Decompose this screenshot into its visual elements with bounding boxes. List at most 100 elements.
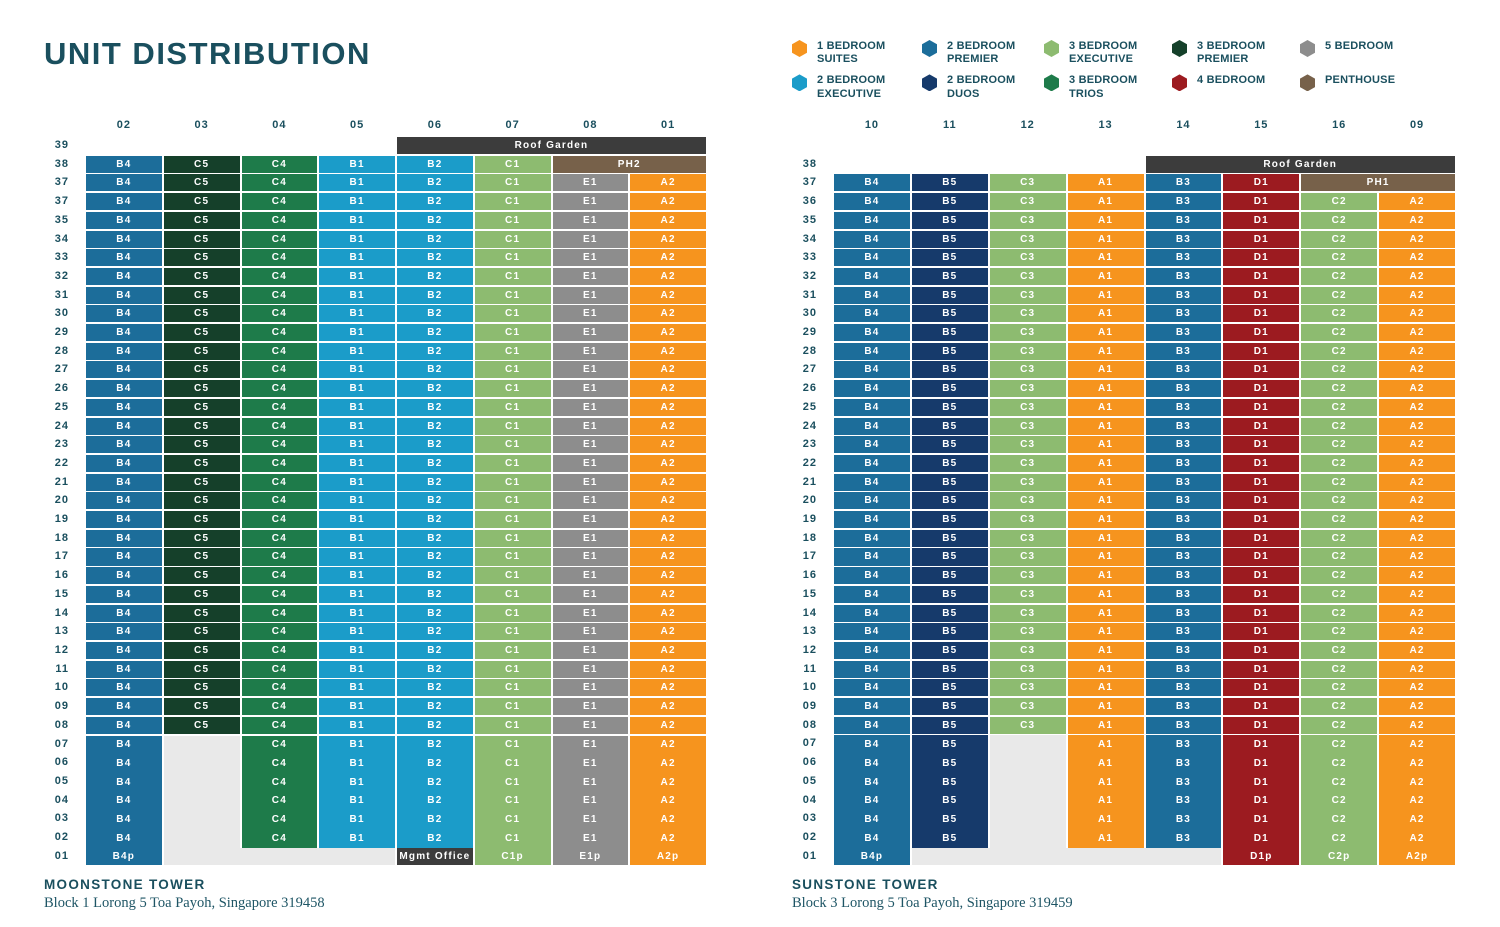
unit-cell: B2 (397, 829, 473, 848)
unit-cell: D1 (1223, 211, 1300, 229)
unit-cell: B1 (319, 174, 395, 192)
unit-cell: A2 (1379, 679, 1455, 697)
floor-row: 27 B4 B5 C3 A1 B3 D1 C2 A2 (792, 361, 1455, 379)
unit-cell: A1 (1067, 473, 1144, 491)
unit-cell: D1 (1223, 660, 1300, 678)
unit-cell: E1 (552, 511, 629, 529)
unit-cell: B3 (1145, 529, 1222, 547)
floor-row: 21 B4 B5 C3 A1 B3 D1 C2 A2 (792, 473, 1455, 491)
floor-row: 38 B4 C5 C4 B1 B2 C1 PH2 (44, 155, 706, 173)
unit-cell: E1 (552, 267, 629, 285)
unit-cell: C4 (241, 604, 318, 622)
sunstone-tower-grid: 38 Roof Garden 37 B4 B5 C3 A1 B3 D1 PH1 36 B4 B5 C3 A1… (792, 155, 1455, 867)
unit-cell: C1 (474, 230, 551, 248)
unit-cell: C4 (241, 754, 318, 773)
floor-row: 31 B4 B5 C3 A1 B3 D1 C2 A2 (792, 286, 1455, 304)
stack-number: 01 (661, 119, 676, 131)
header-spacer (44, 119, 84, 134)
unit-cell: B4 (834, 436, 910, 454)
unit-cell: C4 (241, 529, 318, 547)
floor-label: 27 (802, 363, 817, 376)
unit-cell: C4 (241, 473, 318, 491)
unit-cell: B3 (1145, 791, 1222, 811)
floor-label: 26 (802, 382, 817, 395)
floor-label: 19 (54, 513, 69, 526)
stack-number: 12 (1020, 119, 1035, 131)
floor-row: 16 B4 C5 C4 B1 B2 C1 E1 A2 (44, 567, 706, 585)
unit-cell: C5 (163, 324, 240, 342)
unit-cell: A2 (630, 716, 706, 734)
unit-cell: B4 (86, 791, 162, 811)
unit-cell: A2 (630, 511, 706, 529)
unit-cell: B4 (86, 324, 162, 342)
unit-cell: B5 (911, 398, 988, 416)
unit-cell: A2 (1379, 324, 1455, 342)
unit-cell: B2 (397, 155, 473, 173)
unit-cell: C5 (163, 585, 240, 603)
hexagon-icon (922, 74, 937, 92)
unit-cell: C3 (989, 361, 1066, 379)
floor-label: 08 (54, 718, 69, 731)
unit-cell: A2 (630, 193, 706, 211)
legend-item: 2 BEDROOM PREMIER (922, 40, 1044, 66)
unit-cell: C1 (474, 660, 551, 678)
stack-number: 04 (272, 119, 287, 131)
unit-cell: C4 (241, 267, 318, 285)
empty-cell (989, 810, 1066, 830)
unit-cell: B4 (834, 342, 910, 360)
floor-row: 32 B4 C5 C4 B1 B2 C1 E1 A2 (44, 267, 706, 285)
unit-cell: A1 (1067, 454, 1144, 472)
unit-cell: C4 (241, 791, 318, 811)
unit-cell: B4 (86, 679, 162, 697)
unit-cell: B5 (911, 324, 988, 342)
unit-cell: B2 (397, 398, 473, 416)
unit-cell: B4 (834, 305, 910, 323)
unit-cell: B2 (397, 548, 473, 566)
unit-cell: B3 (1145, 305, 1222, 323)
unit-cell: C2 (1301, 716, 1378, 734)
floor-label: 09 (802, 700, 817, 713)
unit-cell: B2 (397, 754, 473, 773)
unit-cell: B2 (397, 286, 473, 304)
unit-cell: B4 (834, 679, 910, 697)
floor-label: 20 (54, 494, 69, 507)
unit-cell: A2 (1379, 585, 1455, 603)
unit-cell: A1 (1067, 436, 1144, 454)
legend: 1 BEDROOM SUITES 2 BEDROOM PREMIER 3 BEDROOM… (792, 40, 1464, 101)
floor-label: 30 (54, 307, 69, 320)
unit-cell: C4 (241, 698, 318, 716)
unit-cell: C2 (1301, 380, 1378, 398)
moonstone-tower-grid: 39 Roof Garden 38 B4 C5 C4 B1 B2 C1 PH2 37 B4 C5 C4 B1… (44, 137, 706, 866)
unit-cell: B1 (319, 361, 395, 379)
unit-cell: A2 (1379, 361, 1455, 379)
floor-label: 03 (802, 812, 817, 825)
empty-cell (989, 829, 1066, 848)
unit-cell: C1 (474, 604, 551, 622)
unit-cell: C3 (989, 417, 1066, 435)
unit-cell: C1 (474, 473, 551, 491)
unit-cell: A2 (1379, 305, 1455, 323)
floor-row: 28 B4 B5 C3 A1 B3 D1 C2 A2 (792, 342, 1455, 360)
floor-row: 10 B4 B5 C3 A1 B3 D1 C2 A2 (792, 679, 1455, 697)
unit-cell: C2 (1301, 492, 1378, 510)
unit-cell: A2 (630, 305, 706, 323)
unit-cell: B2 (397, 174, 473, 192)
floor-row: 23 B4 C5 C4 B1 B2 C1 E1 A2 (44, 436, 706, 454)
unit-cell: E1 (552, 772, 629, 792)
unit-cell: B1 (319, 735, 395, 755)
unit-cell: C5 (163, 361, 240, 379)
unit-cell: C4 (241, 567, 318, 585)
unit-cell: B3 (1145, 585, 1222, 603)
unit-cell: C4 (241, 249, 318, 267)
floor-row: 32 B4 B5 C3 A1 B3 D1 C2 A2 (792, 267, 1455, 285)
unit-cell: B3 (1145, 754, 1222, 773)
legend-item: 2 BEDROOM DUOS (922, 74, 1044, 100)
empty-cell (163, 754, 240, 773)
unit-cell: B4 (834, 623, 910, 641)
unit-cell: C5 (163, 380, 240, 398)
floor-row: 19 B4 B5 C3 A1 B3 D1 C2 A2 (792, 511, 1455, 529)
unit-cell: B1 (319, 305, 395, 323)
unit-cell: E1 (552, 791, 629, 811)
unit-cell: E1 (552, 193, 629, 211)
legend-label: 2 BEDROOM PREMIER (947, 40, 1016, 66)
